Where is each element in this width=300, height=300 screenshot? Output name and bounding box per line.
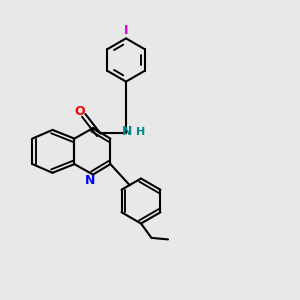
Text: I: I [124,24,128,38]
Text: H: H [136,127,145,137]
Text: N: N [122,125,133,139]
Text: O: O [75,105,85,118]
Text: N: N [85,173,95,187]
